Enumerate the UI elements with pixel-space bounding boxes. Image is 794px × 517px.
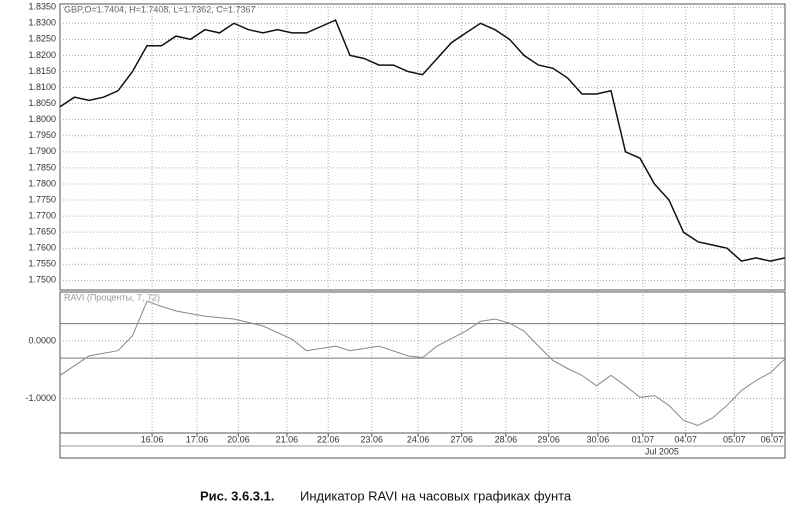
y-tick-label: 0.0000 <box>28 335 56 345</box>
y-tick-label: 1.8350 <box>28 2 56 12</box>
y-tick-label: 1.8000 <box>28 114 56 124</box>
y-tick-label: 1.8100 <box>28 82 56 92</box>
x-tick-label: 20.06 <box>227 434 250 444</box>
indicator-panel <box>59 291 786 434</box>
x-tick-label: 06.07 <box>761 434 784 444</box>
y-tick-label: 1.8150 <box>28 66 56 76</box>
x-tick-label: 05.07 <box>723 434 746 444</box>
x-tick-label: 04.07 <box>674 434 697 444</box>
y-tick-label: 1.7750 <box>28 194 56 204</box>
caption-number: Рис. 3.6.3.1. <box>200 488 274 503</box>
y-tick-label: 1.8250 <box>28 34 56 44</box>
x-tick-label: 16.06 <box>141 434 164 444</box>
y-tick-label: 1.7500 <box>28 275 56 285</box>
x-tick-label: 27.06 <box>450 434 473 444</box>
period-label: Jul 2005 <box>645 446 679 456</box>
y-tick-label: 1.7950 <box>28 130 56 140</box>
series-line <box>59 300 786 427</box>
y-tick-label: 1.7700 <box>28 210 56 220</box>
y-tick-label: 1.7900 <box>28 146 56 156</box>
x-tick-label: 24.06 <box>407 434 430 444</box>
x-tick-label: 28.06 <box>495 434 518 444</box>
price-panel <box>59 3 786 291</box>
x-tick-label: 22.06 <box>317 434 340 444</box>
x-tick-label: 29.06 <box>537 434 560 444</box>
series-line <box>59 19 786 262</box>
y-tick-label: 1.8050 <box>28 98 56 108</box>
y-tick-label: 1.7650 <box>28 227 56 237</box>
price-legend: GBP,O=1.7404, H=1.7408, L=1.7362, C=1.73… <box>64 4 256 14</box>
indicator-legend: RAVI (Проценты, 7, 72) <box>64 292 160 302</box>
y-tick-label: 1.7800 <box>28 178 56 188</box>
y-tick-label: 1.7600 <box>28 243 56 253</box>
x-tick-label: 21.06 <box>276 434 299 444</box>
y-tick-label: 1.8200 <box>28 50 56 60</box>
y-tick-label: 1.7850 <box>28 162 56 172</box>
caption-text: Индикатор RAVI на часовых графиках фунта <box>300 488 572 503</box>
x-tick-label: 17.06 <box>186 434 209 444</box>
x-tick-label: 23.06 <box>360 434 383 444</box>
y-tick-label: 1.7550 <box>28 259 56 269</box>
y-tick-label: -1.0000 <box>25 393 56 403</box>
x-tick-label: 01.07 <box>632 434 655 444</box>
x-tick-label: 30.06 <box>587 434 610 444</box>
y-tick-label: 1.8300 <box>28 18 56 28</box>
